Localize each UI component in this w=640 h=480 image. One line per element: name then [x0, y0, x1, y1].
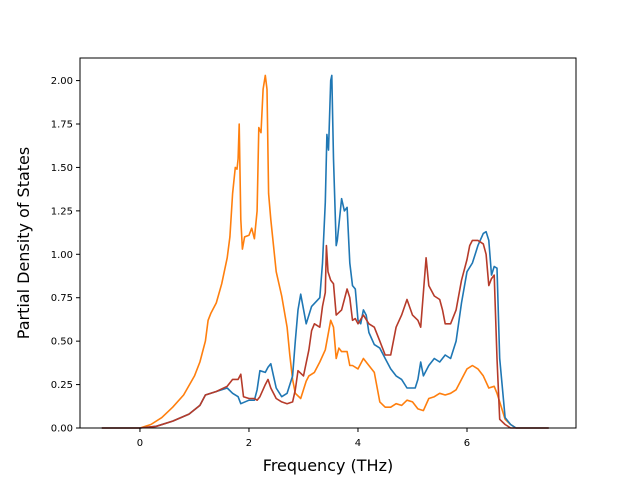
x-axis-label: Frequency (THz)	[263, 456, 393, 475]
y-axis-ticks: 0.00 0.25 0.50 0.75 1.00 1.25 1.50 1.75 2.00	[51, 76, 80, 435]
y-tick-label: 1.75	[51, 120, 73, 131]
y-axis-label: Partial Density of States	[14, 147, 33, 339]
y-tick-label: 0.00	[51, 424, 73, 435]
series-line-3	[101, 239, 549, 429]
y-tick-label: 1.00	[51, 250, 73, 261]
x-axis-ticks: 0 2 4 6	[137, 428, 470, 449]
y-tick-label: 2.00	[51, 76, 73, 87]
y-tick-label: 1.50	[51, 163, 73, 174]
x-tick-label: 2	[246, 438, 252, 449]
y-tick-label: 1.25	[51, 206, 73, 217]
series-layer	[101, 74, 549, 429]
x-tick-label: 0	[137, 438, 143, 449]
series-line-1	[101, 74, 549, 429]
x-tick-label: 4	[355, 438, 361, 449]
y-tick-label: 0.25	[51, 380, 73, 391]
y-tick-label: 0.50	[51, 337, 73, 348]
x-tick-label: 6	[464, 438, 470, 449]
y-tick-label: 0.75	[51, 293, 73, 304]
series-line-2	[101, 74, 549, 429]
plot-frame	[79, 57, 577, 429]
